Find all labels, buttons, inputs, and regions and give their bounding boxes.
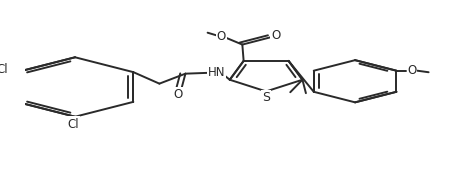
Text: S: S	[262, 91, 269, 104]
Text: Cl: Cl	[67, 117, 78, 130]
Text: O: O	[174, 88, 183, 101]
Text: O: O	[407, 64, 416, 77]
Text: Cl: Cl	[0, 63, 8, 76]
Text: O: O	[216, 30, 226, 43]
Text: HN: HN	[207, 66, 225, 79]
Text: O: O	[270, 29, 280, 42]
